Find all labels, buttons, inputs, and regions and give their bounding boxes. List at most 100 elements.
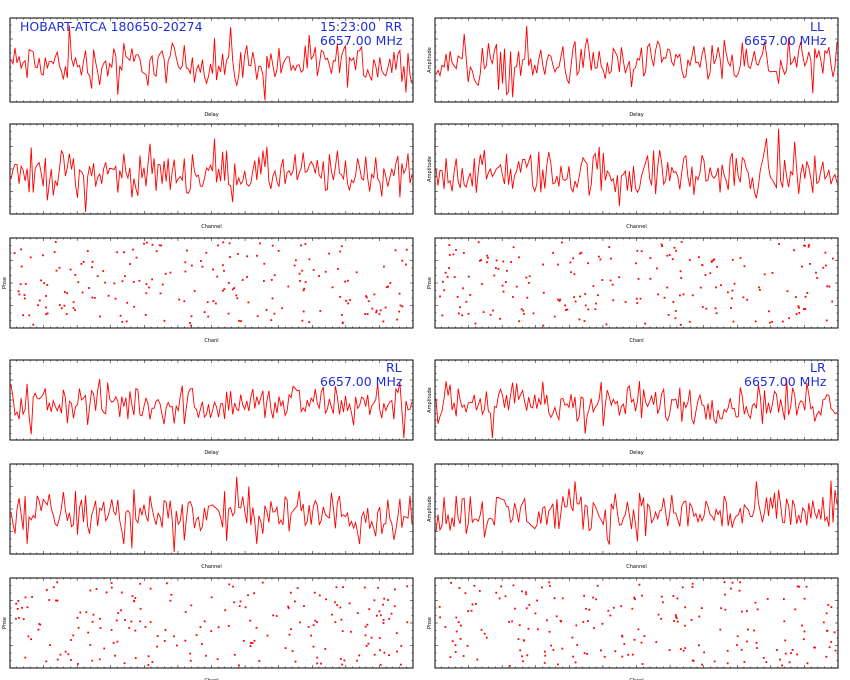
data-point bbox=[520, 308, 523, 311]
data-point bbox=[486, 254, 489, 257]
data-point bbox=[59, 653, 62, 656]
data-point bbox=[578, 318, 581, 321]
data-point bbox=[166, 582, 168, 585]
data-point bbox=[116, 251, 119, 254]
data-point bbox=[682, 649, 685, 652]
data-point bbox=[743, 661, 746, 663]
data-point bbox=[203, 620, 206, 623]
data-point bbox=[147, 655, 150, 658]
data-point bbox=[255, 626, 258, 629]
data-point bbox=[45, 589, 48, 591]
x-axis-label: Delay bbox=[629, 450, 643, 456]
data-point bbox=[753, 629, 755, 632]
data-point bbox=[81, 291, 84, 294]
data-point bbox=[457, 621, 460, 623]
data-point bbox=[390, 612, 393, 615]
data-point bbox=[42, 254, 44, 257]
data-point bbox=[405, 263, 407, 266]
data-point bbox=[574, 300, 577, 303]
data-point bbox=[600, 649, 602, 652]
data-point bbox=[473, 584, 476, 587]
data-point bbox=[834, 649, 837, 652]
data-point bbox=[526, 296, 529, 299]
data-point bbox=[637, 628, 640, 631]
data-point bbox=[155, 250, 158, 253]
data-point bbox=[830, 641, 833, 643]
data-point bbox=[110, 629, 113, 631]
data-point bbox=[223, 269, 225, 272]
pol-label-rr: RR bbox=[385, 19, 403, 34]
data-point bbox=[673, 246, 676, 249]
data-point bbox=[442, 280, 444, 283]
data-point bbox=[23, 297, 26, 300]
data-point bbox=[110, 582, 113, 584]
data-point bbox=[601, 622, 604, 625]
data-point bbox=[746, 640, 748, 643]
data-point bbox=[719, 628, 722, 631]
data-point bbox=[253, 639, 256, 642]
data-point bbox=[731, 289, 734, 292]
data-point bbox=[290, 591, 292, 594]
data-point bbox=[258, 660, 261, 662]
data-point bbox=[518, 320, 521, 323]
data-point bbox=[247, 301, 250, 304]
data-point bbox=[523, 313, 525, 315]
data-point bbox=[713, 660, 716, 663]
data-point bbox=[76, 616, 79, 619]
y-axis-label: Phse bbox=[2, 617, 8, 629]
data-point bbox=[399, 304, 402, 307]
data-point bbox=[534, 612, 537, 615]
data-point bbox=[474, 322, 477, 325]
data-point bbox=[48, 599, 51, 601]
data-point bbox=[526, 654, 529, 657]
data-point bbox=[790, 652, 792, 654]
data-point bbox=[633, 638, 636, 641]
data-point bbox=[641, 663, 644, 665]
data-point bbox=[316, 656, 319, 659]
data-point bbox=[464, 592, 467, 595]
data-point bbox=[674, 317, 677, 320]
data-point bbox=[598, 255, 600, 258]
data-point bbox=[515, 285, 518, 288]
series-line bbox=[435, 480, 838, 545]
data-point bbox=[796, 585, 799, 588]
data-point bbox=[548, 581, 551, 584]
data-point bbox=[212, 268, 214, 271]
data-point bbox=[160, 244, 162, 247]
data-point bbox=[82, 261, 85, 263]
data-point bbox=[123, 662, 126, 665]
data-point bbox=[610, 257, 612, 260]
data-point bbox=[807, 245, 810, 248]
data-point bbox=[756, 647, 758, 649]
data-point bbox=[121, 280, 124, 283]
data-point bbox=[340, 618, 343, 621]
data-point bbox=[485, 636, 488, 639]
data-point bbox=[479, 259, 481, 262]
data-point bbox=[223, 288, 226, 290]
data-point bbox=[398, 310, 401, 313]
data-point bbox=[400, 645, 403, 647]
data-point bbox=[502, 260, 505, 263]
data-point bbox=[736, 644, 738, 646]
data-point bbox=[561, 241, 563, 244]
data-point bbox=[771, 320, 773, 323]
data-point bbox=[462, 287, 464, 290]
data-point bbox=[339, 250, 342, 253]
y-axis-label: Amplitude bbox=[427, 387, 433, 413]
data-point bbox=[571, 636, 574, 639]
data-point bbox=[88, 287, 90, 289]
data-point bbox=[15, 617, 17, 620]
panel-rr-delay: Delay bbox=[9, 17, 414, 118]
data-point bbox=[216, 275, 219, 278]
data-point bbox=[759, 289, 761, 291]
data-point bbox=[312, 645, 315, 648]
data-point bbox=[635, 297, 638, 300]
data-point bbox=[156, 635, 159, 637]
data-point bbox=[521, 655, 523, 658]
data-point bbox=[53, 251, 56, 253]
data-point bbox=[272, 614, 274, 617]
data-point bbox=[579, 252, 581, 255]
data-point bbox=[69, 268, 72, 271]
data-point bbox=[382, 622, 385, 624]
data-point bbox=[803, 244, 805, 247]
